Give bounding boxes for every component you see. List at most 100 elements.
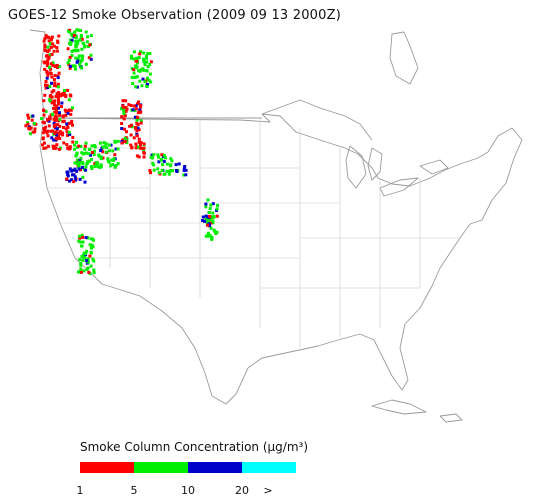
smoke-pixel (124, 99, 128, 103)
smoke-pixel (27, 116, 31, 120)
smoke-pixel (51, 63, 55, 67)
smoke-pixel (90, 151, 94, 154)
smoke-pixel (135, 85, 139, 89)
legend-swatch-5-10 (134, 462, 188, 473)
smoke-pixel (122, 108, 126, 112)
smoke-pixel (130, 145, 134, 149)
smoke-pixel (130, 123, 133, 127)
smoke-pixel (81, 240, 85, 244)
smoke-pixel (78, 236, 82, 240)
smoke-pixel (84, 236, 88, 240)
smoke-pixel (90, 144, 94, 148)
smoke-pixel (145, 54, 148, 58)
smoke-pixel (146, 76, 149, 80)
smoke-pixel (32, 122, 36, 126)
smoke-pixel (67, 63, 71, 67)
smoke-pixel (207, 234, 211, 238)
smoke-pixel (57, 147, 61, 151)
smoke-pixel (89, 57, 93, 61)
smoke-pixel (161, 163, 165, 167)
smoke-pixel (47, 39, 51, 43)
smoke-pixel (95, 161, 99, 164)
smoke-pixel (139, 104, 143, 107)
smoke-pixel (81, 235, 85, 239)
smoke-pixel (60, 105, 63, 108)
smoke-pixel (125, 107, 129, 111)
smoke-pixel (47, 48, 51, 52)
smoke-pixel (72, 180, 76, 184)
smoke-pixel (71, 140, 75, 144)
smoke-pixel (91, 257, 95, 261)
smoke-pixel (142, 60, 146, 64)
smoke-pixel (152, 163, 156, 167)
smoke-pixel (84, 141, 88, 145)
smoke-pixel (55, 104, 59, 108)
smoke-pixel (77, 163, 81, 167)
smoke-pixel (47, 56, 51, 60)
smoke-pixel (135, 134, 139, 138)
smoke-pixel (116, 162, 120, 166)
smoke-pixel (162, 153, 166, 157)
smoke-pixel (205, 217, 209, 221)
smoke-pixel (53, 81, 57, 85)
smoke-pixel (73, 147, 76, 151)
smoke-pixel (88, 243, 92, 247)
smoke-pixel (55, 111, 58, 115)
smoke-pixel (107, 160, 111, 164)
smoke-pixel (152, 153, 156, 157)
smoke-pixel (72, 34, 76, 37)
smoke-pixel (74, 56, 78, 60)
smoke-pixel (201, 219, 205, 222)
smoke-pixel (169, 164, 172, 168)
smoke-pixel (152, 168, 156, 172)
smoke-pixel (67, 147, 71, 151)
smoke-pixel (79, 240, 83, 244)
smoke-pixel (134, 107, 138, 111)
smoke-pixel (80, 66, 83, 70)
smoke-pixel (53, 103, 57, 107)
smoke-pixel (160, 168, 164, 172)
smoke-pixel (99, 165, 103, 169)
smoke-pixel (132, 104, 136, 108)
smoke-pixel (207, 231, 211, 235)
state-lines (40, 118, 460, 348)
smoke-pixel (86, 45, 90, 48)
smoke-pixel (83, 44, 87, 48)
smoke-pixel (52, 49, 56, 53)
smoke-pixel (108, 149, 111, 153)
smoke-pixel (137, 110, 141, 114)
smoke-pixel (169, 157, 173, 161)
smoke-pixel (56, 85, 60, 89)
smoke-pixel (72, 64, 76, 68)
smoke-pixel (130, 56, 133, 60)
smoke-pixel (42, 113, 46, 117)
smoke-pixel (84, 168, 87, 172)
smoke-pixel (52, 100, 56, 104)
smoke-pixel (43, 121, 47, 125)
smoke-pixel (62, 141, 66, 145)
smoke-pixel (78, 177, 82, 181)
smoke-pixel (42, 60, 46, 64)
smoke-pixel (74, 154, 78, 158)
smoke-pixel (26, 122, 30, 126)
smoke-pixel (146, 52, 150, 56)
smoke-pixel (66, 126, 70, 129)
smoke-pixel (99, 156, 103, 160)
smoke-pixel (49, 67, 52, 71)
smoke-pixel (66, 111, 70, 115)
smoke-pixel (157, 155, 161, 159)
smoke-pixel (93, 144, 97, 148)
smoke-pixel (89, 246, 93, 250)
smoke-pixel (116, 139, 120, 143)
smoke-pixel (73, 30, 76, 34)
smoke-pixel (84, 30, 88, 34)
legend-swatch-1-5 (80, 462, 134, 473)
smoke-pixel (111, 163, 115, 166)
smoke-pixel (137, 137, 141, 141)
smoke-pixel (102, 141, 106, 145)
smoke-pixel (48, 53, 52, 57)
smoke-pixel (52, 78, 56, 81)
smoke-pixel (76, 158, 80, 162)
legend-swatch-20-plus (242, 462, 296, 473)
smoke-pixel (51, 42, 55, 46)
